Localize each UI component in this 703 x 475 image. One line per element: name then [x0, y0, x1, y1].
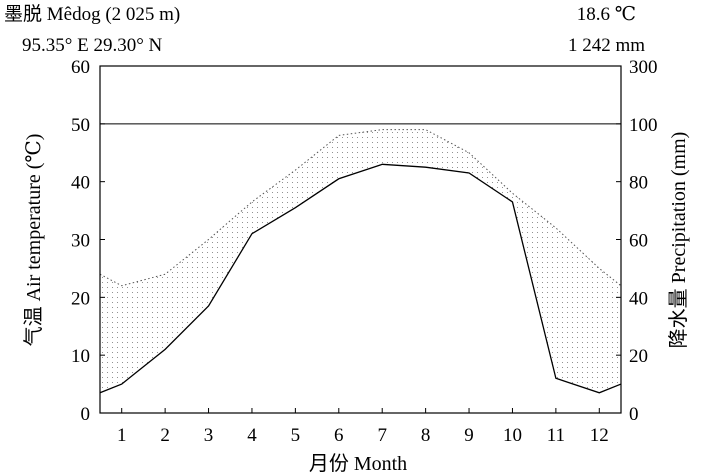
y-right-tick-label: 60 [629, 231, 648, 252]
x-tick-label: 2 [160, 425, 170, 446]
precipitation-line [99, 163, 622, 394]
annual-precipitation: 1 242 mm [568, 35, 645, 56]
axis-ticks: 1 2 3 4 5 6 7 8 9 10 11 120102030405060020406080100… [71, 57, 658, 446]
x-tick-label: 3 [204, 425, 214, 446]
mean-annual-temperature: 18.6 ℃ [577, 4, 636, 25]
y-left-tick-label: 20 [71, 288, 90, 309]
y-right-tick-label: 100 [629, 115, 658, 136]
y-axis-right-label: 降水量 Precipitation (mm) [667, 132, 690, 349]
y-right-tick-label: 40 [629, 288, 648, 309]
x-tick-label: 9 [464, 425, 474, 446]
x-tick-label: 12 [590, 425, 609, 446]
y-left-tick-label: 10 [71, 346, 90, 367]
station-name: 墨脱 Mêdog (2 025 m) [4, 3, 180, 25]
x-tick-label: 5 [291, 425, 301, 446]
x-tick-label: 10 [503, 425, 522, 446]
x-tick-label: 1 [117, 425, 127, 446]
y-left-tick-label: 0 [81, 404, 91, 425]
fill-regions [100, 129, 621, 393]
y-right-tick-label: 20 [629, 346, 648, 367]
x-tick-label: 11 [547, 425, 565, 446]
arid-dotted-fill [100, 129, 621, 393]
x-tick-label: 7 [377, 425, 387, 446]
y-left-tick-label: 60 [71, 57, 90, 78]
x-tick-label: 4 [247, 425, 257, 446]
y-right-tick-label: 300 [629, 57, 658, 78]
x-tick-label: 8 [421, 425, 431, 446]
series-lines [99, 123, 622, 394]
station-coordinates: 95.35° E 29.30° N [22, 35, 163, 56]
y-axis-left-label: 气温 Air temperature (℃) [22, 134, 45, 347]
y-left-tick-label: 40 [71, 173, 90, 194]
y-right-tick-label: 80 [629, 173, 648, 194]
y-left-tick-label: 30 [71, 231, 90, 252]
y-left-tick-label: 50 [71, 115, 90, 136]
x-tick-label: 6 [334, 425, 344, 446]
x-axis-label: 月份 Month [309, 452, 407, 475]
y-right-tick-label: 0 [629, 404, 639, 425]
